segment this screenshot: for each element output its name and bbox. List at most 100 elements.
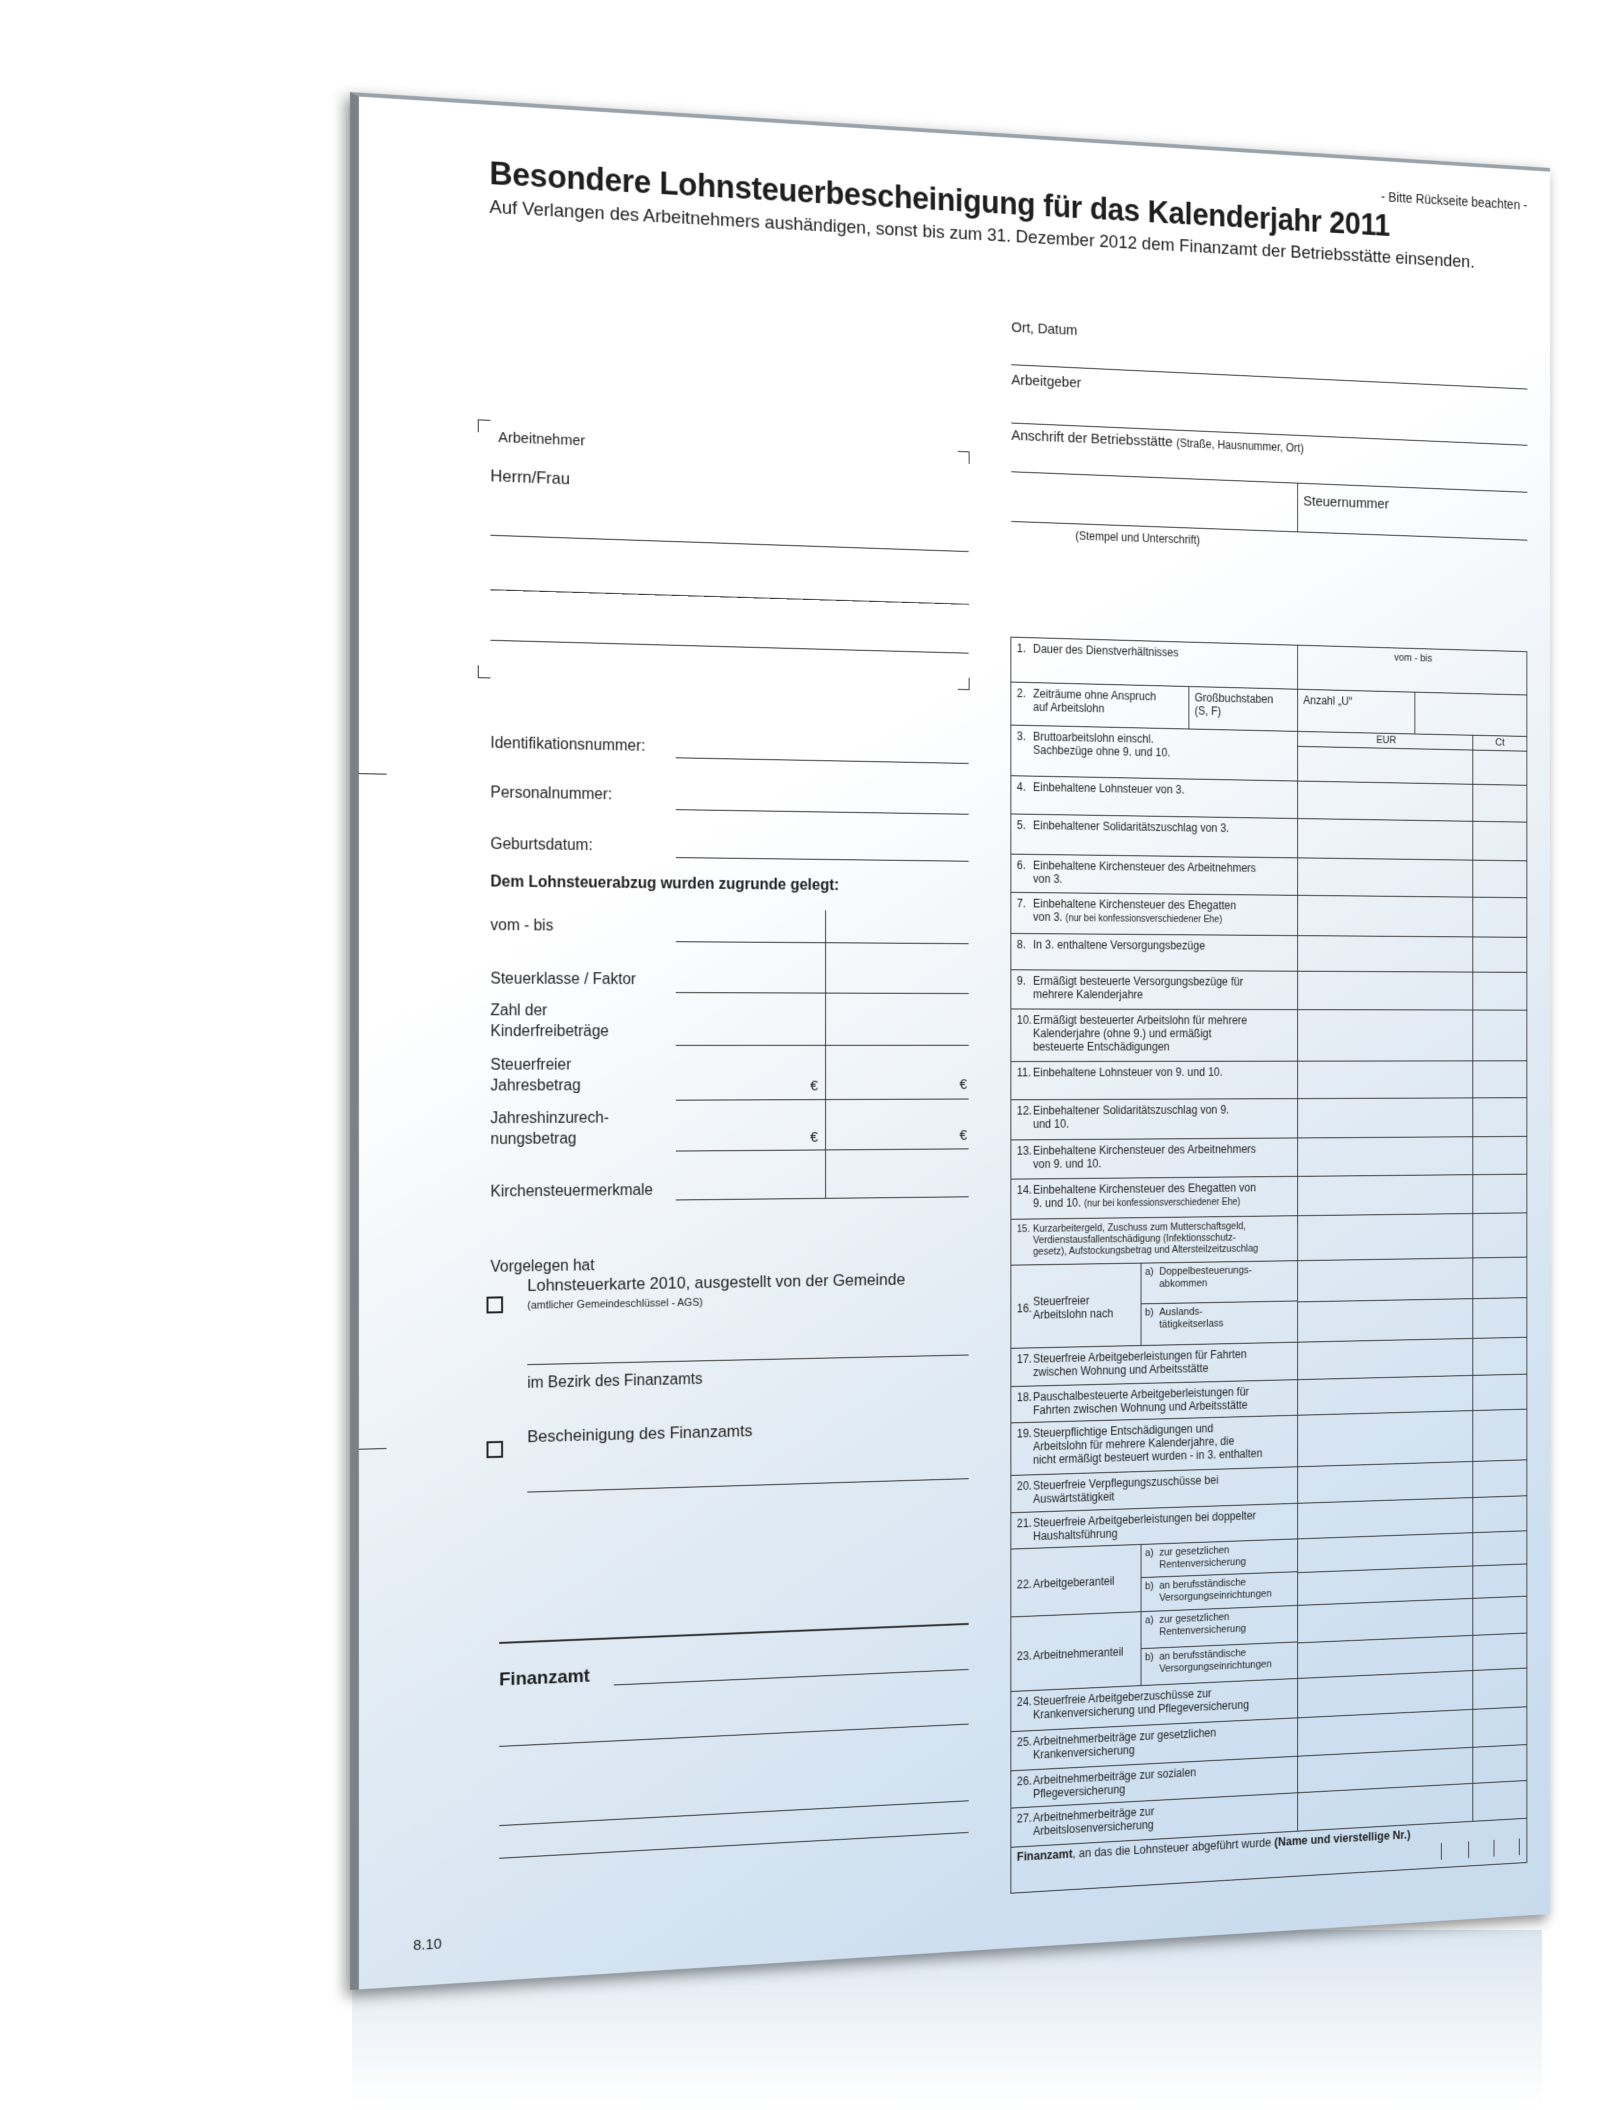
sub-item-label: Doppelbesteuerungs- abkommen xyxy=(1159,1265,1252,1303)
place-date-line xyxy=(1011,364,1527,389)
row-label-text: Steuerfreie Arbeitgeberzuschüsse zur Kra… xyxy=(1033,1685,1249,1722)
row-number: 13. xyxy=(1017,1144,1033,1157)
id-number-field xyxy=(676,757,969,764)
ct-field xyxy=(1473,1410,1526,1461)
euro-symbol: € xyxy=(960,1127,968,1143)
row-label-text: Kurzarbeitergeld, Zuschuss zum Muttersch… xyxy=(1033,1220,1258,1257)
row-label: 10. Ermäßigt besteuerter Arbeitslohn für … xyxy=(1011,1009,1298,1061)
eur-field xyxy=(1298,1784,1473,1831)
row-label-text: Arbeitnehmerbeiträge zur Arbeitslosenver… xyxy=(1033,1805,1154,1838)
row-number: 17. xyxy=(1017,1352,1033,1366)
row-label-text: Steuerfreie Verpflegungszuschüsse bei Au… xyxy=(1033,1473,1219,1505)
row-label-text: Einbehaltene Kirchensteuer des Ehegatten… xyxy=(1033,897,1236,927)
row-label: 4. Einbehaltene Lohnsteuer von 3. xyxy=(1011,776,1298,818)
row-label-text: Steuerpflichtige Entschädigungen und Arb… xyxy=(1033,1420,1262,1466)
row-label-main: Einbehaltene Kirchensteuer des Arbeitneh… xyxy=(1033,1142,1256,1170)
row-label-text: Bruttoarbeitslohn einschl. Sachbezüge oh… xyxy=(1033,730,1170,759)
row-label: 14. Einbehaltene Kirchensteuer des Ehegat… xyxy=(1011,1177,1298,1219)
row-label: 1. Dauer des Dienstverhältnisses xyxy=(1011,638,1298,689)
row-label-text: In 3. enthaltene Versorgungsbezüge xyxy=(1033,938,1205,952)
row-number: 23. xyxy=(1017,1648,1033,1662)
eur-field xyxy=(1298,782,1473,821)
footer-label: Finanzamt xyxy=(1017,1847,1073,1864)
basis-child-allowance-label: Zahl der Kinderfreibeträge xyxy=(490,1000,608,1042)
row-label-main: Arbeitnehmerbeiträge zur gesetzlichen Kr… xyxy=(1033,1726,1216,1762)
row-label-text: Einbehaltene Kirchensteuer des Ehegatten… xyxy=(1033,1181,1256,1212)
basis-tax-class-label: Steuerklasse / Faktor xyxy=(490,971,636,989)
count-u-label: Anzahl „U“ xyxy=(1298,690,1415,734)
table-row: 7. Einbehaltene Kirchensteuer des Ehegatt… xyxy=(1011,893,1526,938)
ct-field xyxy=(1473,1375,1526,1411)
row-number: 7. xyxy=(1017,897,1033,911)
row-label-text: Arbeitnehmerbeiträge zur gesetzlichen Kr… xyxy=(1033,1726,1216,1762)
sub-item-label: an berufsständische Versorgungseinrichtu… xyxy=(1159,1646,1271,1684)
row-number: 16. xyxy=(1017,1302,1033,1316)
row-sub-item: b) an berufsständische Versorgungseinrich… xyxy=(1141,1572,1297,1611)
ct-field xyxy=(1473,1010,1526,1060)
eur-field xyxy=(1298,1376,1473,1415)
eur-field xyxy=(1298,1462,1473,1503)
tax-card-checkbox xyxy=(487,1296,504,1313)
address-line xyxy=(1011,471,1527,492)
eur-field xyxy=(1298,1339,1473,1379)
personnel-number-field xyxy=(676,809,969,815)
row-label: 11. Einbehaltene Lohnsteuer von 9. und 10… xyxy=(1011,1062,1298,1100)
ct-field xyxy=(1473,1258,1526,1338)
row-label-main: Pauschalbesteuerte Arbeitgeberleistungen… xyxy=(1033,1385,1249,1417)
row-label: 19. Steuerpflichtige Entschädigungen und … xyxy=(1011,1416,1298,1475)
row-label: 8. In 3. enthaltene Versorgungsbezüge xyxy=(1011,934,1298,971)
employer-label: Arbeitgeber xyxy=(1011,372,1081,391)
tax-office-number-tick xyxy=(1519,1838,1520,1855)
basis-heading: Dem Lohnsteuerabzug wurden zugrunde gele… xyxy=(490,874,839,895)
ct-field xyxy=(1473,1531,1526,1598)
form-version: 8.10 xyxy=(413,1935,442,1954)
row-label-main: In 3. enthaltene Versorgungsbezüge xyxy=(1033,938,1205,952)
row-label: 2. Zeiträume ohne Anspruch auf Arbeitsloh… xyxy=(1011,683,1189,729)
row-label-text: Einbehaltener Solidaritätszuschlag von 9… xyxy=(1033,1103,1229,1131)
row-number: 20. xyxy=(1017,1479,1033,1493)
row-sub-item: b) an berufsständische Versorgungseinrich… xyxy=(1141,1642,1297,1685)
row-number: 12. xyxy=(1017,1104,1033,1117)
eur-field xyxy=(1298,1498,1473,1538)
row-sub-item: a) Doppelbesteuerungs- abkommen xyxy=(1141,1261,1297,1304)
ct-field xyxy=(1473,1707,1526,1747)
finanzamt-line xyxy=(499,1832,968,1859)
row-label-main: Ermäßigt besteuerter Arbeitslohn für meh… xyxy=(1033,1013,1247,1053)
euro-symbol: € xyxy=(810,1078,818,1094)
row-number: 8. xyxy=(1017,938,1033,951)
sub-item-label: an berufsständische Versorgungseinrichtu… xyxy=(1159,1576,1271,1611)
eur-field xyxy=(1298,1599,1473,1678)
eur-field xyxy=(1298,936,1473,972)
row-label-text: Steuerfreier Arbeitslohn nach xyxy=(1033,1293,1113,1321)
basis-annual-allowance-field xyxy=(676,1099,969,1101)
certificate-label: Bescheinigung des Finanzamts xyxy=(527,1422,752,1448)
address-note: (Straße, Hausnummer, Ort) xyxy=(1176,436,1303,455)
row-sub-item: b) Auslands- tätigkeitserlass xyxy=(1141,1301,1297,1345)
row-label-text: Einbehaltene Kirchensteuer des Arbeitneh… xyxy=(1033,859,1256,888)
basis-period-field xyxy=(676,941,969,944)
row-label-text: Einbehaltener Solidaritätszuschlag von 3… xyxy=(1033,819,1229,835)
finanzamt-field xyxy=(614,1669,969,1685)
basis-church-tax-label: Kirchensteuermerkmale xyxy=(490,1182,653,1201)
row-sub-items: a) zur gesetzlichen Rentenversicherung b) a… xyxy=(1141,1606,1298,1685)
presented-heading: Vorgelegen hat xyxy=(490,1257,594,1276)
row-label: 15. Kurzarbeitergeld, Zuschuss zum Mutter… xyxy=(1011,1216,1298,1265)
row-label-text: Dauer des Dienstverhältnisses xyxy=(1033,642,1178,659)
row-label-main: Steuerfreie Arbeitgeberleistungen für Fa… xyxy=(1033,1347,1247,1378)
row-number: 21. xyxy=(1017,1516,1033,1530)
ct-field xyxy=(1473,1781,1526,1821)
birth-date-field xyxy=(676,857,969,862)
row-label: 16. Steuerfreier Arbeitslohn nach xyxy=(1011,1264,1141,1348)
certificate-table: 1. Dauer des Dienstverhältnisses vom - bis… xyxy=(1010,637,1527,1894)
row-label-main: Bruttoarbeitslohn einschl. Sachbezüge oh… xyxy=(1033,730,1170,759)
basis-church-tax-field xyxy=(676,1196,969,1200)
eur-field xyxy=(1298,1137,1473,1176)
count-u-field xyxy=(1415,693,1526,736)
window-corner-mark xyxy=(478,665,491,678)
row-label: 7. Einbehaltene Kirchensteuer des Ehegatt… xyxy=(1011,893,1298,935)
row-label: 22. Arbeitgeberanteil xyxy=(1011,1545,1141,1617)
row-number: 10. xyxy=(1017,1013,1033,1026)
row-label-main: Arbeitnehmerbeiträge zur sozialen Pflege… xyxy=(1033,1766,1196,1801)
row-label: 5. Einbehaltener Solidaritätszuschlag von… xyxy=(1011,814,1298,857)
row-label-main: Dauer des Dienstverhältnisses xyxy=(1033,642,1178,659)
